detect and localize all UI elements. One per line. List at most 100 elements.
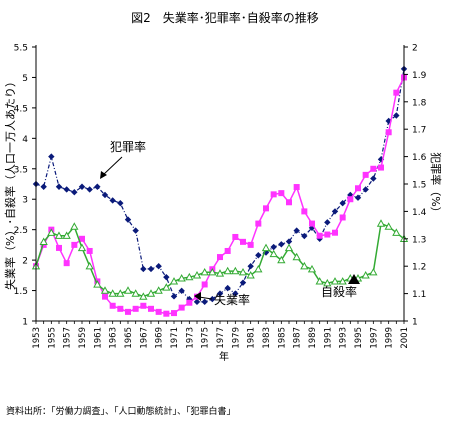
data-point [108,289,117,297]
data-point [331,208,339,215]
data-point [300,261,309,270]
x-tick-label: 1955 [47,327,57,349]
data-point [94,183,101,190]
data-point [139,292,148,300]
source-note: 資料出所：｢労働力調査｣、｢人口動態統計｣、｢犯罪白書｣ [6,407,232,417]
data-point [102,293,108,300]
data-point [307,264,317,273]
data-point [224,247,231,254]
data-point [232,290,239,297]
data-point [40,183,47,190]
data-point [278,190,285,197]
data-point [284,243,294,252]
x-tick-label: 1965 [124,327,134,349]
data-point [63,260,70,267]
y-right-tick-label: 1.3 [412,235,426,245]
y-axis-left-label: 失業率（%）･自殺率（人口一万人あたり） [3,76,17,290]
data-point [263,205,269,212]
y-left-tick-label: 3 [22,196,28,206]
data-point [316,232,323,239]
data-point [169,277,179,285]
data-point [140,302,147,309]
data-point [293,184,300,191]
data-point [47,228,56,236]
data-point [301,208,308,215]
data-point [384,222,393,230]
data-point [100,286,110,294]
y-right-tick-label: 1.7 [412,126,426,136]
data-point [148,305,154,312]
data-point [309,220,315,227]
data-point [86,247,93,254]
x-tick-label: 1987 [293,327,303,349]
data-point [101,191,109,199]
data-point [285,238,293,245]
data-point [56,244,62,251]
data-point [330,277,340,285]
data-point [255,252,262,259]
x-tick-label: 1961 [93,327,103,349]
data-point [354,194,362,201]
y-right-tick-label: 1.8 [412,98,427,108]
data-point [185,272,194,281]
x-tick-label: 1971 [170,327,180,349]
annotation-arrowhead-suicide [348,274,360,284]
series-layer [31,65,409,317]
data-point [277,255,286,264]
data-point [247,263,254,270]
data-point [215,269,225,277]
x-axis-label: 年 [219,350,229,363]
data-point [125,308,131,315]
x-tick-label: 1997 [369,327,379,349]
data-point [224,284,231,292]
data-point [85,261,94,270]
data-point [132,227,139,234]
data-point [147,265,155,273]
data-point [170,293,178,300]
x-tick-label: 1977 [216,327,226,349]
data-point [209,295,216,303]
data-point [132,305,139,312]
x-tick-label: 1973 [185,327,195,349]
data-point [163,310,170,317]
data-point [240,238,246,245]
x-tick-label: 1963 [109,327,119,349]
annotation-arrowhead-unemployment [194,292,201,301]
x-tick-label: 1967 [139,327,149,349]
data-point [361,271,370,279]
data-point [163,273,170,281]
data-point [109,302,116,309]
data-point [123,286,133,294]
data-point [154,286,163,294]
y-left-tick-label: 5 [22,74,28,84]
data-point [392,228,401,236]
data-point [54,231,64,239]
data-point [155,263,162,270]
data-point [186,299,193,306]
data-point [117,305,124,312]
data-point [231,266,240,275]
data-point [171,310,177,317]
data-point [332,229,338,236]
data-point [269,249,278,258]
x-tick-label: 1979 [231,327,241,349]
y-left-tick-label: 3.5 [14,165,28,175]
annotation-arrow-unemployment [198,296,213,300]
data-point [155,308,162,315]
data-point [146,289,156,297]
data-point [355,185,361,192]
data-point [131,289,140,297]
data-point [393,112,400,119]
data-point [339,199,346,207]
data-point [324,219,331,226]
data-point [62,231,71,239]
y-left-tick-label: 1.5 [14,287,28,297]
data-point [377,156,385,163]
x-tick-label: 1969 [155,327,165,349]
data-point [178,304,185,311]
data-point [324,231,331,238]
x-tick-label: 1975 [201,327,211,349]
data-point [178,287,185,295]
x-tick-label: 1957 [63,327,73,349]
x-tick-label: 1993 [339,327,349,349]
